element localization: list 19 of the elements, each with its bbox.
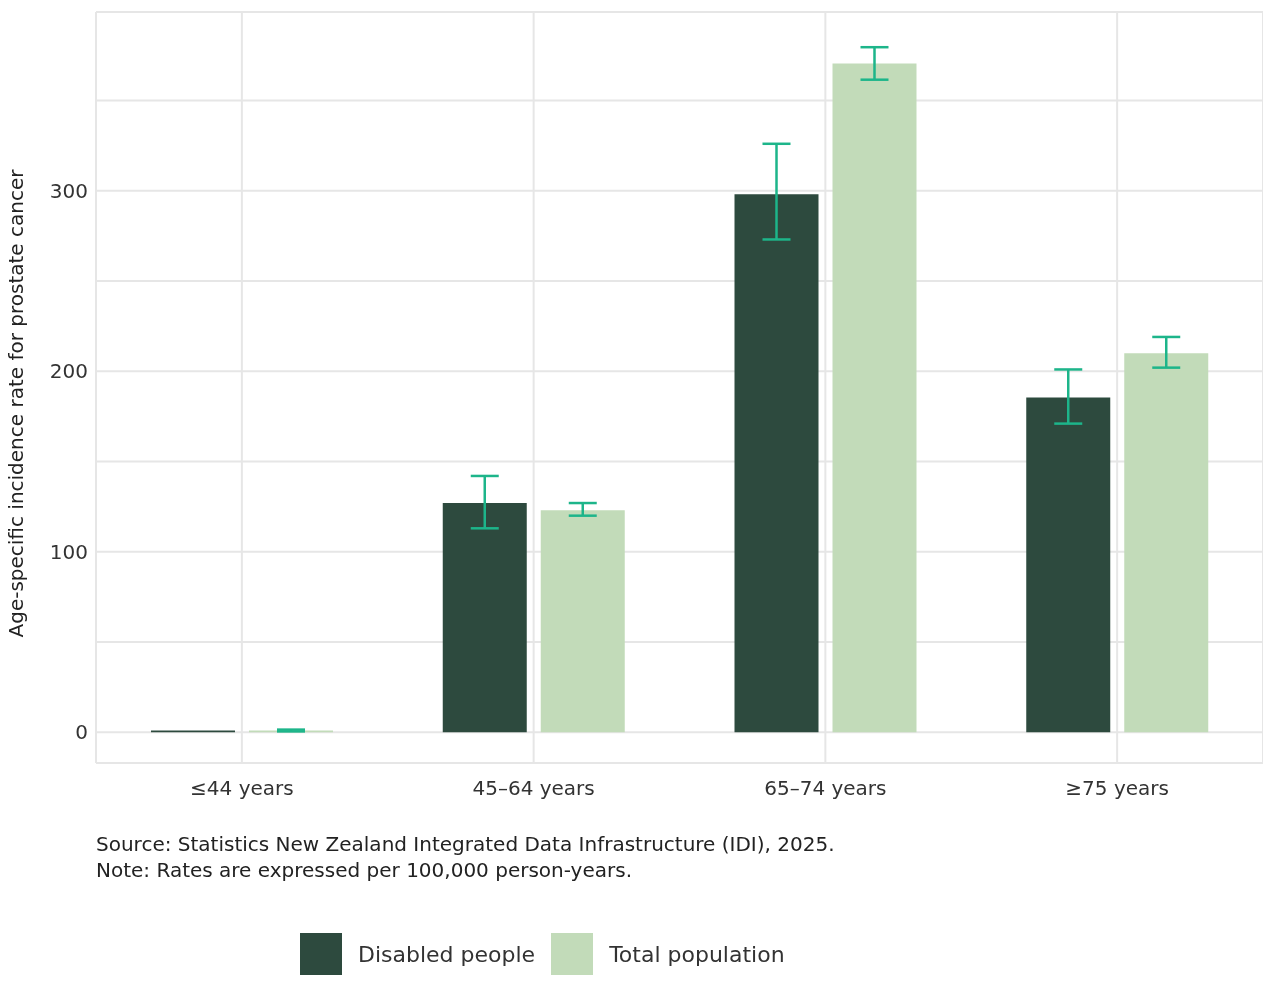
y-tick-label: 100: [49, 539, 88, 564]
y-tick-label: 0: [75, 720, 88, 745]
bar: [442, 503, 527, 733]
bar: [832, 63, 917, 733]
text: Note: Rates are expressed per 100,000 person-years.: [96, 857, 633, 883]
bar: [540, 510, 625, 733]
x-tick-label: 65–74 years: [764, 776, 887, 801]
legend-label: Disabled people: [358, 941, 536, 967]
bar: [734, 194, 819, 733]
x-tick-label: 45–64 years: [472, 776, 595, 801]
x-tick-label: ≥75 years: [1065, 776, 1169, 801]
legend-label: Total population: [609, 941, 785, 967]
y-tick-label: 200: [49, 359, 88, 384]
source-note: Source: Statistics New Zealand Integrated Data Infrastructure (IDI), 2025.: [96, 831, 836, 857]
bar: [1026, 397, 1111, 733]
x-tick-label: ≤44 years: [190, 776, 294, 801]
bar: [1124, 353, 1209, 733]
y-axis-title: Age-specific incidence rate for prostate cancer: [4, 168, 29, 638]
y-tick-label: 300: [49, 178, 88, 203]
